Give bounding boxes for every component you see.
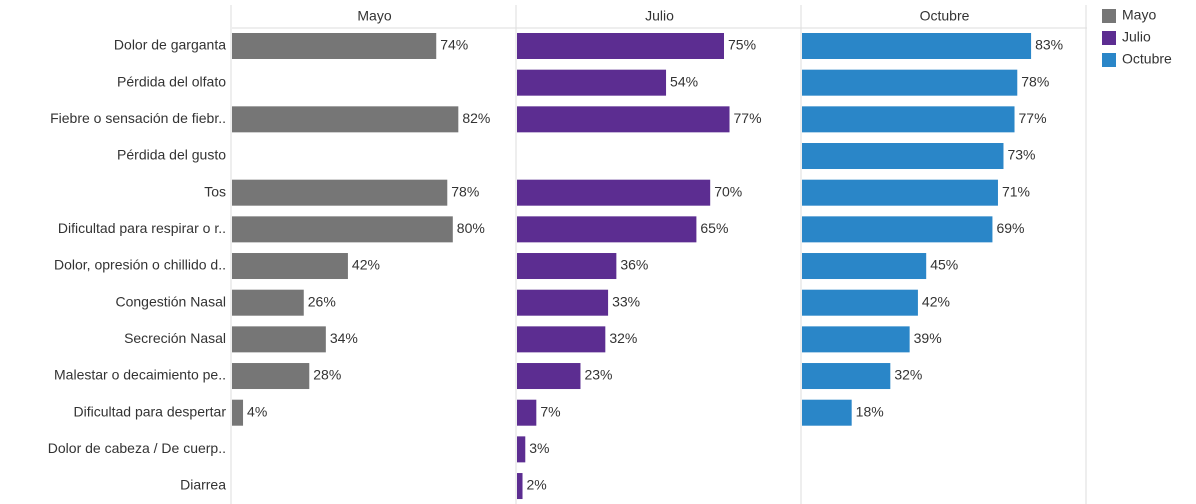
value-label: 74% [440, 37, 468, 53]
bar [232, 289, 304, 316]
bar [232, 399, 244, 426]
legend-label: Octubre [1122, 51, 1172, 67]
value-label: 78% [451, 183, 479, 199]
bar [802, 289, 918, 316]
bar [517, 33, 724, 59]
bar [232, 106, 459, 133]
category-label: Congestión Nasal [115, 293, 226, 309]
bar [517, 106, 730, 133]
bar [232, 326, 326, 353]
bar [517, 253, 617, 280]
legend-swatch [1102, 9, 1116, 23]
value-label: 34% [330, 330, 358, 346]
category-label: Dolor de garganta [114, 37, 226, 53]
bar [802, 106, 1015, 133]
bar [232, 253, 348, 280]
value-label: 73% [1007, 147, 1035, 163]
category-label: Dificultad para despertar [73, 403, 226, 419]
category-label: Pérdida del gusto [117, 147, 226, 163]
value-label: 75% [728, 37, 756, 53]
bar [232, 179, 448, 206]
value-label: 42% [352, 257, 380, 273]
value-label: 32% [609, 330, 637, 346]
value-label: 2% [527, 477, 547, 493]
bar [802, 363, 891, 390]
value-label: 4% [247, 403, 267, 419]
value-label: 65% [700, 220, 728, 236]
value-label: 3% [529, 440, 549, 456]
bar [517, 69, 667, 96]
value-label: 39% [914, 330, 942, 346]
value-label: 70% [714, 183, 742, 199]
bar [802, 253, 927, 280]
value-label: 78% [1021, 73, 1049, 89]
value-label: 83% [1035, 37, 1063, 53]
bar [802, 326, 910, 353]
bar [517, 473, 523, 500]
category-label: Fiebre o sensación de fiebr.. [50, 110, 226, 126]
bar [517, 363, 581, 390]
value-label: 71% [1002, 183, 1030, 199]
category-label: Tos [204, 183, 226, 199]
bar [802, 33, 1032, 59]
bar [232, 33, 437, 59]
category-label: Dificultad para respirar o r.. [58, 220, 226, 236]
legend-label: Julio [1122, 29, 1151, 45]
category-label: Dolor, opresión o chillido d.. [54, 257, 226, 273]
value-label: 26% [308, 293, 336, 309]
value-label: 77% [1019, 110, 1047, 126]
bar [517, 179, 711, 206]
value-label: 45% [930, 257, 958, 273]
bar [517, 436, 526, 463]
category-label: Pérdida del olfato [117, 73, 226, 89]
bar [517, 399, 537, 426]
panel-title: Julio [645, 8, 674, 24]
category-label: Diarrea [180, 477, 226, 493]
value-label: 42% [922, 293, 950, 309]
bar [802, 143, 1004, 170]
bar [802, 216, 993, 243]
value-label: 82% [462, 110, 490, 126]
value-label: 7% [540, 403, 560, 419]
value-label: 23% [584, 367, 612, 383]
value-label: 28% [313, 367, 341, 383]
legend-swatch [1102, 31, 1116, 45]
value-label: 77% [734, 110, 762, 126]
value-label: 54% [670, 73, 698, 89]
panel-title: Octubre [920, 8, 970, 24]
category-label: Dolor de cabeza / De cuerp.. [48, 440, 226, 456]
bar [802, 399, 852, 426]
value-label: 18% [856, 403, 884, 419]
bar [802, 179, 998, 206]
category-label: Malestar o decaimiento pe.. [54, 367, 226, 383]
value-label: 80% [457, 220, 485, 236]
legend-swatch [1102, 53, 1116, 67]
bar [232, 216, 453, 243]
bar [517, 326, 606, 353]
value-label: 36% [620, 257, 648, 273]
bar [517, 289, 609, 316]
legend-label: Mayo [1122, 7, 1156, 23]
bar [802, 69, 1018, 96]
value-label: 32% [894, 367, 922, 383]
category-label: Secreción Nasal [124, 330, 226, 346]
panel-title: Mayo [357, 8, 391, 24]
bar [232, 363, 310, 390]
bar [517, 216, 697, 243]
value-label: 33% [612, 293, 640, 309]
value-label: 69% [996, 220, 1024, 236]
